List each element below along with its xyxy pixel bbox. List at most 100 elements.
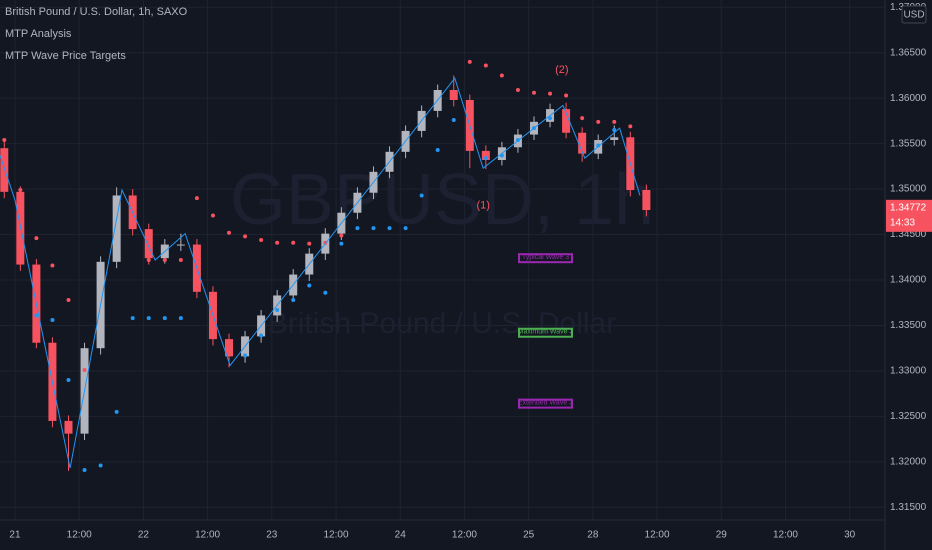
y-tick-label: 1.32500 xyxy=(890,411,927,422)
candle-body xyxy=(481,150,490,160)
indicator-dot xyxy=(146,316,151,321)
indicator-dot xyxy=(531,90,536,95)
x-tick-label: 12:00 xyxy=(195,530,220,541)
y-tick-label: 1.35500 xyxy=(890,138,927,149)
candle-body xyxy=(449,90,458,100)
indicator-dot xyxy=(50,263,55,268)
indicator-dot xyxy=(548,91,553,96)
indicator-dot xyxy=(162,258,167,262)
legend-indicator[interactable]: MTP Analysis xyxy=(5,28,72,40)
indicator-dot xyxy=(178,316,183,321)
wave-label: (2) xyxy=(555,64,568,76)
target-label: Typical Wave 3 xyxy=(522,254,569,261)
indicator-dot xyxy=(548,116,553,121)
indicator-dot xyxy=(50,318,55,322)
indicator-dot xyxy=(114,409,119,414)
indicator-dot xyxy=(130,316,135,321)
y-tick-label: 1.34500 xyxy=(890,229,927,240)
x-tick-label: 12:00 xyxy=(67,530,92,541)
watermark-symbol: GBPUSD, 1h xyxy=(230,160,654,240)
last-price-label: 1.34772 xyxy=(890,202,927,213)
target-box xyxy=(518,253,573,264)
legend-symbol[interactable]: British Pound / U.S. Dollar, 1h, SAXO xyxy=(5,6,188,18)
candle-body xyxy=(610,137,619,140)
target-box xyxy=(518,327,573,338)
indicator-dot xyxy=(275,240,280,245)
candle-body xyxy=(562,109,571,133)
target-box xyxy=(518,398,573,409)
y-tick-label: 1.35000 xyxy=(890,184,927,195)
currency-box[interactable] xyxy=(901,5,927,24)
indicator-dot xyxy=(275,308,280,312)
indicator-dot xyxy=(515,88,520,92)
indicator-dot xyxy=(628,124,633,129)
indicator-dot xyxy=(612,128,617,132)
y-tick-label: 1.33000 xyxy=(890,366,927,377)
indicator-dot xyxy=(307,283,312,288)
legend-indicator[interactable]: MTP Wave Price Targets xyxy=(5,50,126,62)
indicator-dot xyxy=(483,63,488,68)
indicator-dot xyxy=(82,468,87,472)
indicator-dot xyxy=(34,313,39,318)
target-label: Extended Wave 3 xyxy=(518,399,573,406)
indicator-dot xyxy=(227,230,232,235)
currency: USD xyxy=(903,10,924,21)
x-tick-label: 21 xyxy=(9,530,21,541)
x-tick-label: 25 xyxy=(523,530,535,541)
indicator-dot xyxy=(371,226,376,231)
indicator-dot xyxy=(596,143,601,148)
candle-body xyxy=(112,195,121,262)
wave-label: (1) xyxy=(476,199,489,211)
y-tick-label: 1.36500 xyxy=(890,47,927,58)
x-tick-label: 12:00 xyxy=(645,530,670,541)
indicator-dot xyxy=(291,298,296,302)
y-tick-label: 1.33500 xyxy=(890,320,927,331)
y-tick-label: 1.36000 xyxy=(890,93,927,104)
x-tick-label: 29 xyxy=(716,530,728,541)
indicator-dot xyxy=(596,119,601,124)
candle-body xyxy=(64,420,73,434)
indicator-dot xyxy=(564,93,569,98)
indicator-dot xyxy=(419,193,424,198)
target-label: Maximum Wave 3 xyxy=(518,329,574,336)
y-tick-label: 1.31500 xyxy=(890,502,927,513)
x-tick-label: 30 xyxy=(844,530,856,541)
countdown: 14:33 xyxy=(890,217,915,228)
indicator-dot xyxy=(178,258,183,262)
indicator-dot xyxy=(291,240,296,245)
indicator-dot xyxy=(146,258,151,262)
indicator-dot xyxy=(162,316,167,321)
x-tick-label: 24 xyxy=(395,530,407,541)
indicator-dot xyxy=(194,196,199,201)
x-tick-label: 12:00 xyxy=(452,530,477,541)
indicator-dot xyxy=(467,59,472,64)
indicator-dot xyxy=(580,116,585,121)
y-tick-label: 1.34000 xyxy=(890,275,927,286)
indicator-dot xyxy=(66,298,71,302)
indicator-dot xyxy=(499,73,504,78)
candle-body xyxy=(642,190,651,210)
x-tick-label: 22 xyxy=(138,530,150,541)
x-tick-label: 23 xyxy=(266,530,278,541)
zigzag-line xyxy=(0,77,641,469)
indicator-dot xyxy=(243,353,248,358)
indicator-dot xyxy=(82,368,87,372)
x-tick-label: 12:00 xyxy=(324,530,349,541)
indicator-dot xyxy=(339,233,344,238)
indicator-dot xyxy=(98,463,103,468)
indicator-dot xyxy=(210,213,215,218)
indicator-dot xyxy=(435,148,440,152)
indicator-dot xyxy=(2,138,7,142)
indicator-dot xyxy=(451,118,456,122)
indicator-dot xyxy=(612,119,617,124)
indicator-dot xyxy=(387,226,392,231)
last-price-box xyxy=(886,199,932,232)
candle-body xyxy=(225,339,234,357)
watermark-description: British Pound / U.S. Dollar xyxy=(268,307,616,340)
candle-body xyxy=(578,132,587,154)
indicator-dot xyxy=(243,234,248,239)
indicator-dot xyxy=(18,188,23,192)
x-tick-label: 28 xyxy=(587,530,599,541)
